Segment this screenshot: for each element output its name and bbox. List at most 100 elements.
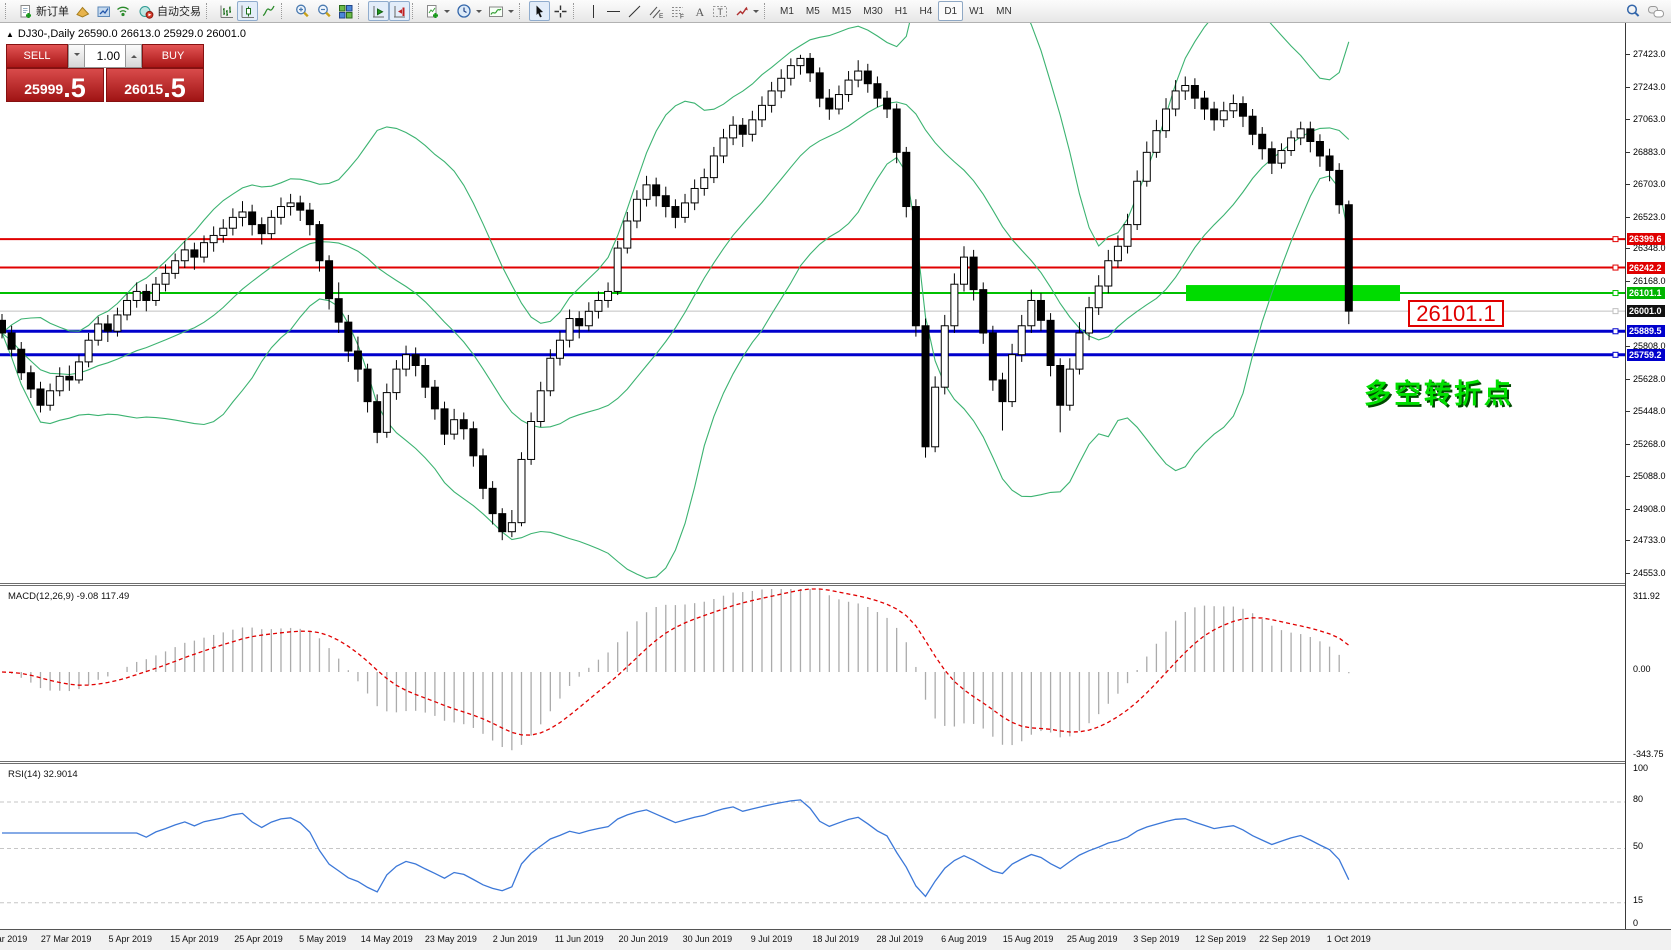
- price-tag-26101.1: 26101.1: [1627, 287, 1665, 300]
- toolbar-grip[interactable]: [206, 3, 213, 19]
- signals-button[interactable]: [114, 1, 135, 21]
- chart-shift-button[interactable]: [389, 1, 410, 21]
- horizontal-line-button[interactable]: [603, 1, 624, 21]
- text-label-icon: T: [713, 5, 727, 17]
- periods-button[interactable]: [453, 1, 485, 21]
- search-button[interactable]: [1622, 1, 1644, 21]
- zoom-in-button[interactable]: [291, 1, 313, 21]
- text-label-button[interactable]: T: [709, 1, 731, 21]
- hline-handle[interactable]: [1612, 328, 1619, 335]
- macd-canvas[interactable]: [0, 586, 1625, 761]
- turning-point-annotation[interactable]: 多空转折点: [1364, 379, 1514, 409]
- autotrading-label: 自动交易: [157, 6, 201, 18]
- timeframe-h4[interactable]: H4: [919, 5, 933, 17]
- price-chart-pane: ▲ DJ30-,Daily 26590.0 26613.0 25929.0 260…: [0, 23, 1625, 583]
- date-label: 25 Aug 2019: [1066, 934, 1118, 944]
- sell-price-button[interactable]: 25999.5: [6, 68, 104, 102]
- timeframe-m15[interactable]: M15: [831, 5, 852, 17]
- buy-button[interactable]: BUY: [142, 44, 204, 68]
- date-label: 22 Sep 2019: [1259, 934, 1311, 944]
- macd-histogram: [10, 589, 1350, 751]
- one-click-toggle-icon[interactable]: ▲: [6, 30, 14, 39]
- hline-handle[interactable]: [1612, 236, 1619, 243]
- crosshair-button[interactable]: [550, 1, 571, 21]
- volume-increase-button[interactable]: [125, 44, 142, 68]
- timeframe-mn[interactable]: MN: [996, 5, 1012, 17]
- dropdown-arrow-icon: [508, 10, 514, 16]
- tile-windows-button[interactable]: [335, 1, 356, 21]
- market-watch-icon: [76, 6, 90, 18]
- price-tag-25889.5: 25889.5: [1627, 325, 1665, 338]
- sell-button[interactable]: SELL: [6, 44, 68, 68]
- toolbar-grip[interactable]: [519, 3, 526, 19]
- toolbar-grip[interactable]: [764, 3, 771, 19]
- navigator-button[interactable]: [93, 1, 114, 21]
- hline-handle[interactable]: [1612, 351, 1619, 358]
- text-icon: A: [695, 5, 704, 19]
- line-chart-button[interactable]: [258, 1, 279, 21]
- price-tag-26001.0: 26001.0: [1627, 305, 1665, 318]
- chat-icon: [1648, 5, 1664, 17]
- indicators-icon: [427, 4, 438, 18]
- zoom-out-button[interactable]: [313, 1, 335, 21]
- buy-price-button[interactable]: 26015.5: [106, 68, 204, 102]
- equidistant-channel-button[interactable]: E: [645, 1, 667, 21]
- text-button[interactable]: A: [689, 1, 709, 21]
- price-chart-canvas[interactable]: [0, 23, 1625, 583]
- price-tick-label: 24553.0: [1633, 567, 1666, 578]
- rsi-axis-label: 100: [1633, 763, 1649, 773]
- toolbar-grip[interactable]: [5, 3, 12, 19]
- timeframe-m5[interactable]: M5: [805, 5, 820, 17]
- price-tick-mark: [1626, 86, 1630, 88]
- rsi-canvas[interactable]: [0, 764, 1625, 929]
- arrows-button[interactable]: [731, 1, 762, 21]
- autotrading-button[interactable]: 自动交易: [135, 1, 204, 21]
- price-callout-box[interactable]: 26101.1: [1408, 300, 1504, 327]
- date-label: 14 May 2019: [360, 934, 413, 944]
- chat-button[interactable]: [1644, 1, 1668, 21]
- volume-input[interactable]: 1.00: [85, 44, 125, 68]
- toolbar-grip[interactable]: [573, 3, 580, 19]
- new-order-button[interactable]: 新订单: [15, 1, 72, 21]
- hline-handle[interactable]: [1612, 290, 1619, 297]
- timeframe-m30[interactable]: M30: [863, 5, 883, 17]
- trendline-button[interactable]: [624, 1, 645, 21]
- highlight-rectangle[interactable]: [1186, 285, 1400, 302]
- toolbar-grip[interactable]: [281, 3, 288, 19]
- time-axis[interactable]: 18 Mar 2019 27 Mar 2019 5 Apr 2019 15 Apr 2…: [0, 929, 1671, 950]
- price-tick-label: 26523.0: [1633, 211, 1666, 222]
- price-tick-mark: [1626, 540, 1630, 542]
- volume-decrease-button[interactable]: [68, 44, 85, 68]
- toolbar-grip[interactable]: [412, 3, 419, 19]
- indicators-button[interactable]: [422, 1, 453, 21]
- market-watch-button[interactable]: [72, 1, 93, 21]
- candles-series: [0, 52, 1353, 541]
- date-label: 30 Jun 2019: [682, 934, 733, 944]
- auto-scroll-button[interactable]: [368, 1, 389, 21]
- price-axis[interactable]: 27423.0 27243.0 27063.0 26883.0 26703.0 26523…: [1625, 23, 1671, 929]
- bar-chart-button[interactable]: [216, 1, 237, 21]
- date-label: 3 Sep 2019: [1133, 934, 1180, 944]
- price-tick-label: 25088.0: [1633, 471, 1666, 482]
- toolbar-grip[interactable]: [358, 3, 365, 19]
- one-click-trading-panel: SELL 1.00 BUY 25999.5 26015.5: [6, 44, 204, 102]
- price-tick-mark: [1626, 119, 1630, 121]
- timeframe-m1[interactable]: M1: [780, 5, 794, 17]
- vertical-line-button[interactable]: [583, 1, 603, 21]
- hline-handle[interactable]: [1612, 264, 1619, 271]
- price-tick-label: 25448.0: [1633, 406, 1666, 417]
- bollinger-upper: [1, 23, 1350, 334]
- timeframe-w1[interactable]: W1: [969, 5, 985, 17]
- price-tick-label: 25808.0: [1633, 340, 1666, 351]
- timeframe-d1[interactable]: D1: [938, 1, 964, 21]
- candlestick-chart-button[interactable]: [237, 1, 258, 21]
- cursor-button[interactable]: [529, 1, 550, 21]
- fibonacci-button[interactable]: F: [667, 1, 689, 21]
- date-label: 12 Sep 2019: [1194, 934, 1246, 944]
- price-tick-mark: [1626, 54, 1630, 56]
- bar-chart-icon: [220, 5, 233, 18]
- crosshair-icon: [554, 5, 567, 17]
- timeframe-h1[interactable]: H1: [894, 5, 908, 17]
- hline-handle[interactable]: [1612, 308, 1619, 315]
- templates-button[interactable]: [485, 1, 517, 21]
